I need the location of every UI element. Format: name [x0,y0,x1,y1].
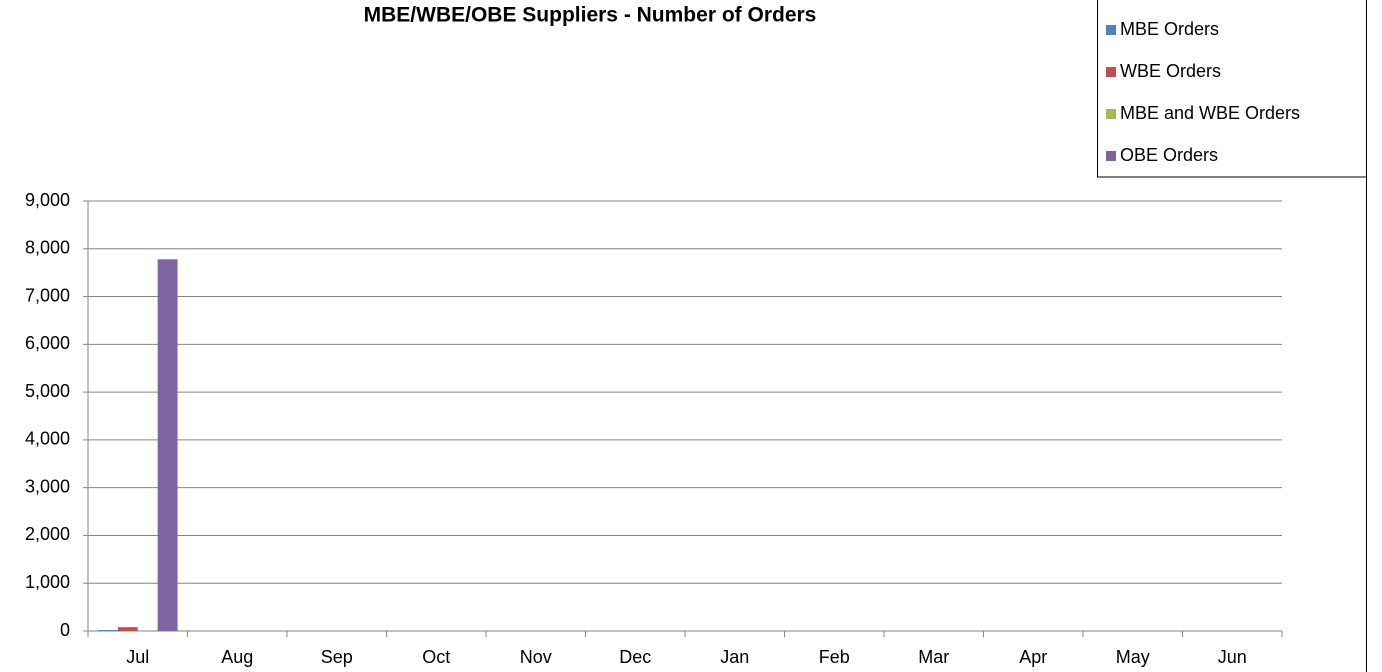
bar [97,630,118,631]
y-tick-label: 1,000 [25,572,70,592]
legend-swatch [1106,25,1116,35]
bar [157,259,178,631]
legend-label: MBE Orders [1120,19,1219,39]
x-tick-label: Jan [720,647,749,667]
y-tick-label: 0 [60,620,70,640]
x-tick-label: May [1116,647,1150,667]
y-tick-label: 3,000 [25,476,70,496]
y-tick-label: 8,000 [25,238,70,258]
y-tick-label: 6,000 [25,333,70,353]
y-tick-label: 7,000 [25,285,70,305]
legend-label: MBE and WBE Orders [1120,103,1300,123]
x-tick-label: Sep [321,647,353,667]
x-tick-label: Apr [1019,647,1047,667]
y-tick-label: 2,000 [25,524,70,544]
x-tick-label: Nov [520,647,552,667]
x-tick-label: Oct [422,647,450,667]
legend-label: WBE Orders [1120,61,1221,81]
y-tick-label: 4,000 [25,429,70,449]
x-tick-label: Jul [126,647,149,667]
y-tick-label: 9,000 [25,190,70,210]
x-tick-label: Jun [1218,647,1247,667]
bar [117,627,138,631]
legend-swatch [1106,67,1116,77]
legend-box [1097,0,1367,178]
legend-swatch [1106,151,1116,161]
y-tick-label: 5,000 [25,381,70,401]
legend-label: OBE Orders [1120,145,1218,165]
x-tick-label: Dec [619,647,651,667]
legend-swatch [1106,109,1116,119]
x-tick-label: Aug [221,647,253,667]
chart-title: MBE/WBE/OBE Suppliers - Number of Orders [364,4,817,27]
x-tick-label: Feb [819,647,850,667]
x-tick-label: Mar [918,647,949,667]
